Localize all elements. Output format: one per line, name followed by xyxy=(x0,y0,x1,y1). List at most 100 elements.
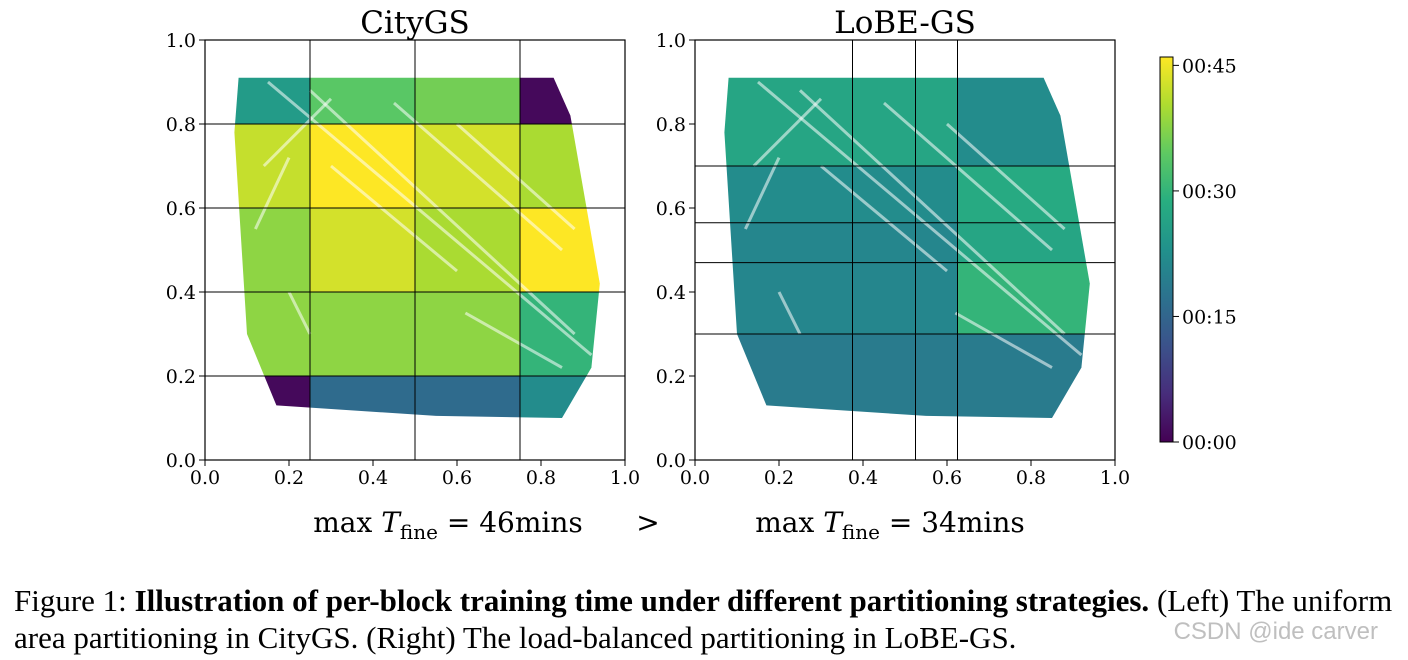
colorbar-tick-label: 00:45 xyxy=(1182,55,1237,77)
block-cell xyxy=(724,222,853,263)
citygs-road-texture xyxy=(254,80,593,369)
y-tick-label: 0.0 xyxy=(656,450,686,472)
lobegs-road-texture xyxy=(744,80,1083,369)
x-tick-label: 1.0 xyxy=(610,467,640,489)
colorbar-gradient xyxy=(1159,56,1174,443)
y-tick-label: 0.8 xyxy=(656,114,686,136)
x-tick-label: 0.2 xyxy=(274,467,304,489)
block-cell xyxy=(852,334,916,419)
block-cell xyxy=(724,77,853,166)
figure: CityGS 0.0 0.2 0.4 0.6 0.8 1.0 0.0 0.2 0.4 0.6 0.8… xyxy=(166,5,1237,544)
road-stroke xyxy=(798,89,1066,336)
x-tick-label: 0.2 xyxy=(764,467,794,489)
y-tick-label: 0.4 xyxy=(166,282,196,304)
citygs-ticks: 0.0 0.2 0.4 0.6 0.8 1.0 0.0 0.2 0.4 0.6 0.8 1.0 xyxy=(166,30,640,489)
x-tick-label: 0.6 xyxy=(442,467,472,489)
block-cell xyxy=(915,262,958,334)
left-formula-sub: fine xyxy=(400,520,438,544)
x-tick-label: 1.0 xyxy=(1100,467,1130,489)
lobegs-panel: LoBE-GS 0.0 0.2 0.4 0.6 0.8 1.00.00.20.40.60.… xyxy=(656,5,1130,489)
figure-caption: Figure 1: Illustration of per-block trai… xyxy=(14,582,1404,656)
block-cell xyxy=(957,334,1090,419)
road-stroke xyxy=(820,164,948,273)
x-tick-label: 0.4 xyxy=(358,467,388,489)
x-tick-label: 0.6 xyxy=(932,467,962,489)
colorbar-tick-label: 00:30 xyxy=(1182,181,1237,203)
road-stroke xyxy=(287,291,312,335)
citygs-title: CityGS xyxy=(360,5,470,41)
lobegs-ticks: 0.0 0.2 0.4 0.6 0.8 1.0 0.0 0.2 0.4 0.6 0.8 1.0 xyxy=(656,30,1130,489)
y-tick-label: 0.4 xyxy=(656,282,686,304)
citygs-panel: CityGS 0.0 0.2 0.4 0.6 0.8 1.0 0.0 0.2 0.4 0.6 0.8… xyxy=(166,5,640,489)
colorbar-tick-label: 00:15 xyxy=(1182,306,1237,328)
caption-bold: Illustration of per-block training time … xyxy=(134,583,1150,618)
citygs-axes-frame xyxy=(204,39,626,461)
road-stroke xyxy=(464,311,563,369)
block-cell xyxy=(310,376,415,419)
right-formula-sub: fine xyxy=(842,520,880,544)
block-cell xyxy=(415,77,520,124)
block-cell xyxy=(234,208,310,292)
road-stroke xyxy=(752,97,823,168)
block-cell xyxy=(310,292,415,376)
left-formula-max: max xyxy=(313,506,381,539)
road-stroke xyxy=(393,101,563,252)
road-stroke xyxy=(946,122,1066,231)
comparison-symbol: > xyxy=(636,506,659,539)
caption-label: Figure 1: xyxy=(14,583,135,618)
y-tick-label: 0.2 xyxy=(656,366,686,388)
block-cell xyxy=(915,334,958,419)
left-formula-rest: = 46mins xyxy=(438,506,583,539)
colorbar-tick-label: 00:00 xyxy=(1182,432,1237,454)
lobegs-axes-frame xyxy=(694,39,1116,461)
block-cell xyxy=(234,376,310,419)
road-stroke xyxy=(330,164,458,273)
watermark: CSDN @ide carver xyxy=(1173,618,1378,645)
block-cell xyxy=(852,262,916,334)
x-tick-label: 0.0 xyxy=(190,467,220,489)
x-tick-label: 0.4 xyxy=(848,467,878,489)
citygs-block-boundaries xyxy=(205,40,625,460)
road-stroke xyxy=(744,156,781,230)
y-tick-label: 0.6 xyxy=(166,198,196,220)
right-formula-max: max xyxy=(755,506,823,539)
block-cell xyxy=(724,334,853,419)
block-cell xyxy=(915,166,958,223)
lobegs-title: LoBE-GS xyxy=(834,5,976,41)
road-stroke xyxy=(254,156,291,230)
block-cell xyxy=(310,124,415,208)
block-cell xyxy=(852,222,916,263)
block-cell xyxy=(957,262,1090,334)
x-tick-label: 0.0 xyxy=(680,467,710,489)
lobegs-cells xyxy=(724,77,1090,419)
block-cell xyxy=(520,376,600,419)
road-stroke xyxy=(267,80,593,357)
y-tick-label: 0.0 xyxy=(166,450,196,472)
road-stroke xyxy=(308,89,576,336)
block-cell xyxy=(520,77,600,124)
y-tick-label: 1.0 xyxy=(656,30,686,52)
left-formula-var: T xyxy=(381,506,402,539)
block-cell xyxy=(957,77,1090,166)
colorbar-ticks: 00:00 00:15 00:30 00:45 xyxy=(1173,55,1237,454)
x-tick-label: 0.8 xyxy=(526,467,556,489)
road-stroke xyxy=(883,101,1053,252)
block-cell xyxy=(234,77,310,124)
block-cell xyxy=(415,376,520,419)
right-formula: max Tfine = 34mins xyxy=(755,506,1025,544)
block-cell xyxy=(852,166,916,223)
road-stroke xyxy=(777,291,802,335)
road-stroke xyxy=(954,311,1053,369)
right-formula-var: T xyxy=(823,506,844,539)
block-cell xyxy=(724,262,853,334)
block-cell xyxy=(957,166,1090,223)
left-formula: max Tfine = 46mins xyxy=(313,506,583,544)
y-tick-label: 1.0 xyxy=(166,30,196,52)
block-cell xyxy=(915,77,958,166)
y-tick-label: 0.6 xyxy=(656,198,686,220)
x-tick-label: 0.8 xyxy=(1016,467,1046,489)
block-cell xyxy=(310,77,415,124)
road-stroke xyxy=(456,122,576,231)
road-stroke xyxy=(757,80,1083,357)
road-stroke xyxy=(262,97,333,168)
